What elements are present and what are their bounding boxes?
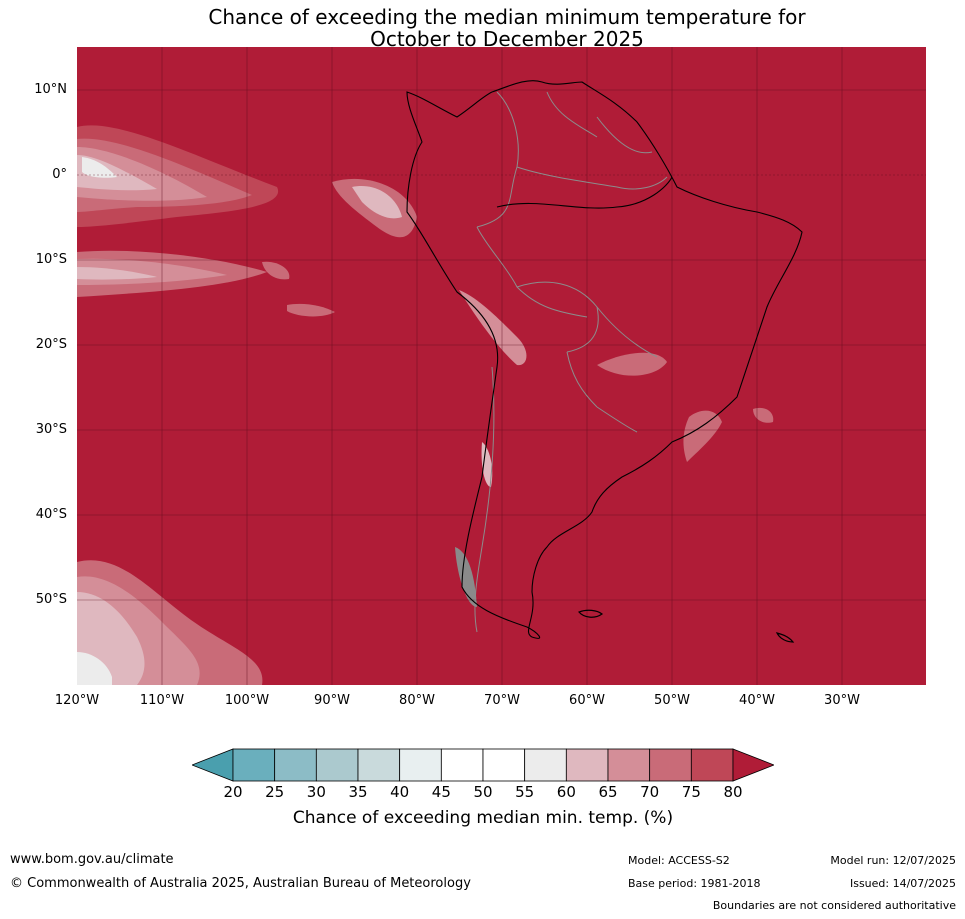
- lon-label-30w: 30°W: [824, 693, 860, 708]
- south-atlantic-patch-2: [683, 410, 722, 462]
- colorbar-arrow-high: [732, 748, 774, 782]
- map-background: [77, 47, 926, 685]
- colorbar-segment: [440, 748, 484, 782]
- lon-label-40w: 40°W: [739, 693, 775, 708]
- lon-label-110w: 110°W: [139, 693, 185, 708]
- lon-label-90w: 90°W: [314, 693, 350, 708]
- colorbar: [192, 748, 774, 782]
- colorbar-segment: [315, 748, 359, 782]
- lat-label-20s: 20°S: [35, 337, 67, 352]
- lon-label-70w: 70°W: [484, 693, 520, 708]
- colorbar-tick-label: 65: [598, 783, 618, 801]
- lon-label-100w: 100°W: [224, 693, 270, 708]
- colorbar-segment: [565, 748, 609, 782]
- colorbar-tick-label: 80: [723, 783, 743, 801]
- lat-label-50s: 50°S: [35, 592, 67, 607]
- model-text: Model: ACCESS-S2: [628, 854, 730, 867]
- falkland-islands: [577, 609, 603, 618]
- pacific-blob-2: [262, 261, 290, 280]
- graticule: [77, 47, 926, 685]
- colorbar-label: Chance of exceeding median min. temp. (%…: [292, 808, 674, 828]
- colorbar-segment: [399, 748, 442, 782]
- colorbar-tick-label: 30: [306, 783, 326, 801]
- colorbar-segment: [274, 748, 317, 782]
- colorbar-segment: [690, 748, 734, 782]
- lon-label-60w: 60°W: [569, 693, 605, 708]
- south-america-coastline: [406, 80, 803, 639]
- patagonia-patch: [455, 547, 477, 607]
- chile-patch: [481, 442, 493, 487]
- model-run-text: Model run: 12/07/2025: [830, 854, 956, 867]
- amazon-river: [496, 176, 673, 209]
- lon-label-80w: 80°W: [399, 693, 435, 708]
- lat-label-10n: 10°N: [34, 82, 67, 97]
- pacific-south-tongue: [77, 250, 267, 297]
- colorbar-tick-label: 40: [390, 783, 410, 801]
- colorbar-tick-label: 55: [515, 783, 535, 801]
- probability-map: [77, 47, 926, 685]
- coastlines: [406, 80, 803, 639]
- disclaimer-text: Boundaries are not considered authoritat…: [712, 899, 956, 912]
- colorbar-segment: [357, 748, 401, 782]
- colorbar-tick-label: 70: [640, 783, 660, 801]
- south-atlantic-patch-1: [597, 352, 667, 376]
- southwest-pacific-region: [77, 560, 263, 685]
- south-georgia: [775, 632, 795, 643]
- pacific-equatorial-region: [77, 125, 279, 227]
- colorbar-segment: [649, 748, 692, 782]
- galapagos-region: [332, 178, 417, 238]
- colorbar-tick-label: 25: [265, 783, 285, 801]
- colorbar-tick-label: 60: [556, 783, 576, 801]
- colorbar-tick-label: 35: [348, 783, 368, 801]
- colorbar-segment: [607, 748, 651, 782]
- pacific-blob-1: [287, 303, 335, 317]
- colorbar-tick-label: 20: [223, 783, 243, 801]
- lat-label-10s: 10°S: [35, 252, 67, 267]
- lat-label-0: 0°: [52, 167, 67, 182]
- colorbar-tick-label: 45: [431, 783, 451, 801]
- lat-label-30s: 30°S: [35, 422, 67, 437]
- south-atlantic-patch-3: [753, 407, 774, 423]
- lon-label-120w: 120°W: [54, 693, 100, 708]
- website-link[interactable]: www.bom.gov.au/climate: [10, 852, 174, 867]
- colorbar-tick-label: 50: [473, 783, 493, 801]
- copyright-text: © Commonwealth of Australia 2025, Austra…: [10, 876, 471, 891]
- colorbar-segment: [232, 748, 276, 782]
- issued-text: Issued: 14/07/2025: [849, 877, 956, 890]
- map-title-line1: Chance of exceeding the median minimum t…: [208, 5, 806, 29]
- colorbar-segment: [482, 748, 526, 782]
- base-period-text: Base period: 1981-2018: [628, 877, 761, 890]
- colorbar-arrow-low: [192, 748, 234, 782]
- lat-label-40s: 40°S: [35, 507, 67, 522]
- colorbar-segment: [524, 748, 567, 782]
- map-title-line2: October to December 2025: [370, 27, 644, 51]
- lon-label-50w: 50°W: [654, 693, 690, 708]
- colorbar-tick-label: 75: [681, 783, 701, 801]
